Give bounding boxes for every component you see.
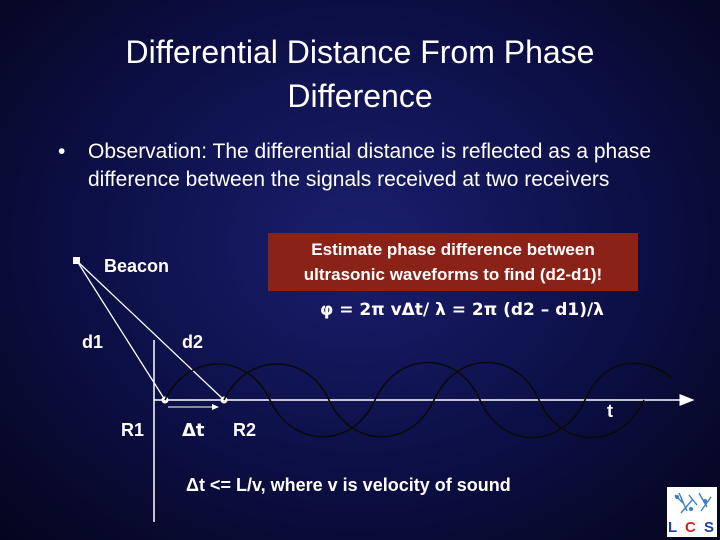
- d2-label: d2: [182, 332, 204, 352]
- beacon-marker: [73, 257, 80, 264]
- logo-letter-l: L: [667, 519, 679, 536]
- d1-label: d1: [82, 332, 104, 352]
- distance-line-d1: [76, 260, 166, 401]
- delta-t-label: Δt: [182, 420, 205, 441]
- logo-letters: L C S: [667, 519, 717, 536]
- lcs-logo: L C S: [667, 487, 717, 537]
- waveform-r1: [164, 361, 673, 439]
- logo-letter-s: S: [704, 519, 717, 536]
- callout-line-2: ultrasonic waveforms to find (d2-d1)!: [303, 265, 603, 284]
- slide-title: Differential Distance From Phase Differe…: [40, 30, 680, 118]
- waveform-r2: [223, 361, 645, 439]
- title-line-2: Difference: [287, 78, 433, 114]
- r1-label: R1: [121, 420, 145, 440]
- title-line-1: Differential Distance From Phase: [125, 34, 595, 70]
- delta-t-note: Δt <= L/v, where v is velocity of sound: [186, 475, 511, 495]
- time-label: t: [607, 401, 613, 421]
- callout-line-1: Estimate phase difference between: [311, 240, 595, 259]
- bullet-marker: •: [58, 140, 66, 163]
- observation-text: Observation: The differential distance i…: [88, 140, 652, 191]
- phase-estimate-callout: Estimate phase difference between ultras…: [268, 233, 638, 291]
- distance-line-d2: [76, 260, 225, 401]
- logo-graphic-icon: [674, 492, 712, 514]
- phase-formula: φ = 2π vΔt/ λ = 2π (d2 – d1)/λ: [320, 300, 604, 320]
- beacon-label: Beacon: [104, 256, 170, 276]
- r2-label: R2: [233, 420, 257, 440]
- logo-letter-c: C: [685, 519, 698, 536]
